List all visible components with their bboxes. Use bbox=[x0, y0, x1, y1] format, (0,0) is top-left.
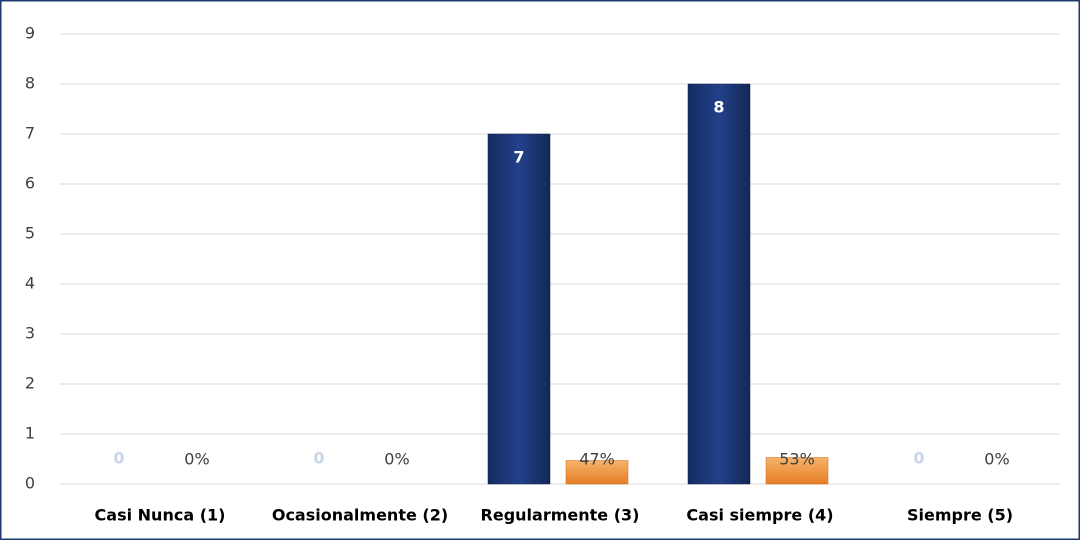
y-tick-label: 8 bbox=[25, 74, 35, 93]
y-tick-label: 5 bbox=[25, 224, 35, 243]
y-tick-label: 3 bbox=[25, 324, 35, 343]
y-tick-label: 1 bbox=[25, 424, 35, 443]
bar bbox=[565, 460, 629, 485]
x-tick-label: Regularmente (3) bbox=[481, 506, 640, 525]
x-tick-label: Casi siempre (4) bbox=[686, 506, 833, 525]
bar bbox=[765, 457, 829, 485]
value-label: 0% bbox=[984, 450, 1009, 469]
y-tick-label: 4 bbox=[25, 274, 35, 293]
bar bbox=[687, 83, 751, 485]
value-label: 8 bbox=[713, 98, 724, 117]
value-label: 0 bbox=[913, 449, 924, 468]
value-label: 7 bbox=[513, 148, 524, 167]
value-label: 0 bbox=[313, 449, 324, 468]
y-tick-label: 7 bbox=[25, 124, 35, 143]
x-tick-label: Ocasionalmente (2) bbox=[272, 506, 448, 525]
value-label: 0 bbox=[113, 449, 124, 468]
value-label: 47% bbox=[579, 450, 615, 469]
x-tick-label: Casi Nunca (1) bbox=[95, 506, 226, 525]
y-tick-label: 6 bbox=[25, 174, 35, 193]
value-label: 0% bbox=[384, 450, 409, 469]
y-tick-label: 9 bbox=[25, 24, 35, 43]
y-tick-label: 2 bbox=[25, 374, 35, 393]
value-label: 0% bbox=[184, 450, 209, 469]
value-label: 53% bbox=[779, 450, 815, 469]
bar bbox=[487, 133, 551, 485]
x-tick-label: Siempre (5) bbox=[907, 506, 1013, 525]
y-tick-label: 0 bbox=[25, 474, 35, 493]
